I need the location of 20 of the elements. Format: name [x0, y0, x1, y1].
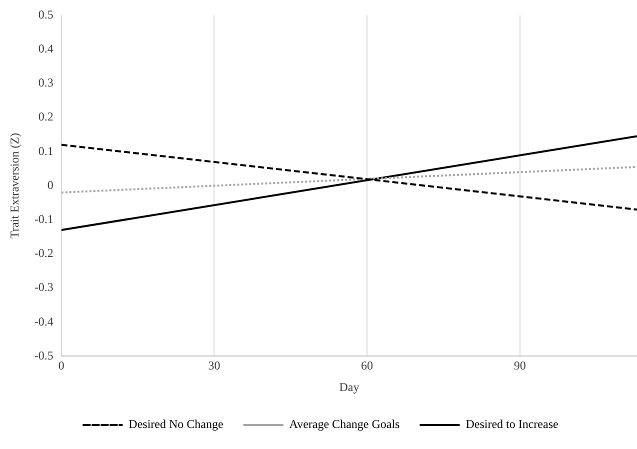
x-tick-label: 60 [361, 358, 374, 373]
y-tick-label: 0 [47, 178, 54, 192]
legend-label: Desired No Change [128, 417, 224, 432]
x-tick-label: 90 [514, 358, 526, 373]
legend-label: Desired to Increase [466, 417, 558, 432]
y-tick-label: -0.4 [34, 314, 54, 328]
y-tick-label: -0.5 [34, 348, 54, 362]
x-tick-label: 0 [58, 358, 64, 373]
y-tick-label: 0.3 [38, 76, 54, 90]
y-tick-label: 0.5 [38, 7, 54, 22]
y-tick-label: 0.4 [38, 41, 54, 56]
y-axis-title: Trait Extraversion (Z) [7, 132, 22, 238]
x-axis-title: Day [339, 380, 360, 394]
legend-label: Average Change Goals [289, 417, 400, 432]
y-tick-label: -0.1 [34, 212, 54, 226]
y-tick-label: 0.1 [38, 144, 54, 158]
x-tick-label: 30 [208, 358, 220, 373]
y-tick-label: -0.3 [34, 280, 54, 294]
y-tick-label: 0.2 [38, 110, 54, 124]
y-tick-label: -0.2 [34, 246, 54, 260]
